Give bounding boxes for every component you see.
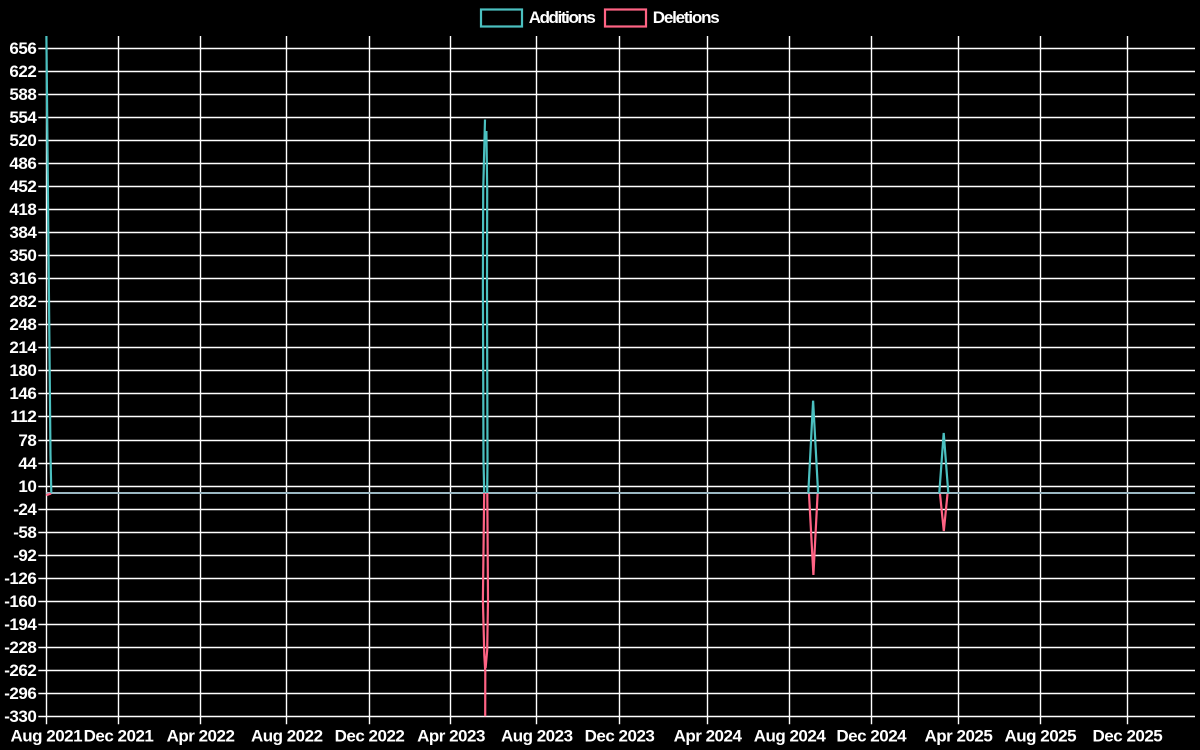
svg-text:Apr 2024: Apr 2024: [674, 727, 743, 746]
svg-text:588: 588: [9, 85, 36, 104]
svg-text:-330: -330: [4, 707, 36, 726]
svg-text:Aug 2024: Aug 2024: [754, 727, 827, 746]
svg-text:656: 656: [9, 39, 36, 58]
svg-text:Dec 2024: Dec 2024: [836, 727, 907, 746]
svg-text:Apr 2023: Apr 2023: [417, 727, 485, 746]
svg-text:44: 44: [18, 454, 37, 473]
svg-text:-262: -262: [4, 661, 36, 680]
svg-text:Apr 2025: Apr 2025: [924, 727, 992, 746]
svg-text:-228: -228: [4, 638, 36, 657]
svg-text:316: 316: [9, 269, 36, 288]
svg-text:248: 248: [9, 315, 36, 334]
svg-text:520: 520: [9, 131, 36, 150]
svg-text:554: 554: [9, 108, 37, 127]
svg-text:10: 10: [18, 477, 36, 496]
svg-text:384: 384: [9, 223, 37, 242]
svg-text:486: 486: [9, 154, 36, 173]
svg-text:282: 282: [9, 292, 36, 311]
svg-text:-126: -126: [4, 569, 36, 588]
svg-text:-194: -194: [4, 615, 37, 634]
svg-text:Dec 2021: Dec 2021: [84, 727, 154, 746]
svg-text:-296: -296: [4, 684, 36, 703]
svg-text:Aug 2022: Aug 2022: [251, 727, 323, 746]
svg-text:452: 452: [9, 177, 36, 196]
svg-text:Dec 2023: Dec 2023: [585, 727, 655, 746]
svg-text:Apr 2022: Apr 2022: [167, 727, 235, 746]
svg-text:Aug 2025: Aug 2025: [1005, 727, 1077, 746]
svg-text:112: 112: [10, 407, 36, 426]
svg-text:Aug 2023: Aug 2023: [501, 727, 573, 746]
svg-text:418: 418: [9, 200, 36, 219]
svg-text:Additions: Additions: [529, 8, 596, 27]
svg-text:214: 214: [9, 338, 37, 357]
svg-text:Deletions: Deletions: [653, 8, 719, 27]
svg-text:622: 622: [9, 62, 36, 81]
svg-text:350: 350: [9, 246, 36, 265]
svg-text:180: 180: [9, 361, 36, 380]
svg-text:Aug 2021: Aug 2021: [11, 727, 83, 746]
svg-text:-24: -24: [13, 500, 37, 519]
svg-text:Dec 2025: Dec 2025: [1093, 727, 1163, 746]
svg-text:78: 78: [18, 431, 36, 450]
svg-text:-92: -92: [13, 546, 36, 565]
svg-text:-160: -160: [4, 592, 36, 611]
svg-text:146: 146: [9, 384, 36, 403]
svg-text:-58: -58: [13, 523, 36, 542]
svg-text:Dec 2022: Dec 2022: [335, 727, 405, 746]
